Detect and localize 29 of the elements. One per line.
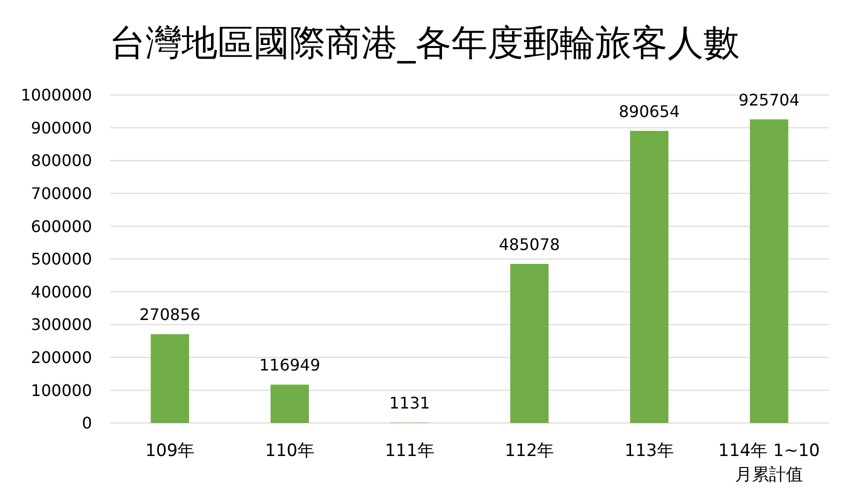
data-label: 485078 bbox=[498, 234, 560, 254]
y-tick-label: 100000 bbox=[30, 380, 92, 400]
chart-title: 台灣地區國際商港_各年度郵輪旅客人數 bbox=[110, 23, 740, 64]
data-label: 1131 bbox=[389, 394, 430, 413]
y-tick-label: 800000 bbox=[30, 151, 92, 170]
bar bbox=[270, 384, 309, 423]
y-tick-label: 1000000 bbox=[20, 86, 92, 105]
x-tick-label: 113年 bbox=[624, 441, 674, 461]
y-tick-label: 300000 bbox=[30, 315, 92, 334]
x-tick-label: 114年 1~10月累計值 bbox=[718, 441, 820, 485]
x-tick-label: 112年 bbox=[504, 441, 554, 461]
x-tick-label: 110年 bbox=[265, 441, 314, 461]
y-tick-label: 700000 bbox=[30, 184, 92, 203]
data-label: 270856 bbox=[139, 305, 200, 324]
bar bbox=[150, 334, 190, 423]
bar bbox=[750, 119, 788, 423]
data-label: 116949 bbox=[259, 356, 320, 375]
y-tick-label: 500000 bbox=[30, 250, 92, 269]
y-tick-label: 600000 bbox=[30, 216, 92, 236]
x-tick-label: 111年 bbox=[384, 441, 434, 461]
bar bbox=[630, 130, 668, 423]
data-label: 890654 bbox=[618, 102, 680, 121]
y-tick-label: 400000 bbox=[30, 282, 92, 302]
x-tick-label: 109年 bbox=[145, 441, 195, 461]
bar bbox=[510, 264, 549, 423]
y-tick-label: 200000 bbox=[30, 348, 92, 367]
data-label: 925704 bbox=[738, 90, 800, 110]
y-tick-label: 0 bbox=[82, 414, 92, 433]
y-tick-label: 900000 bbox=[30, 118, 92, 138]
